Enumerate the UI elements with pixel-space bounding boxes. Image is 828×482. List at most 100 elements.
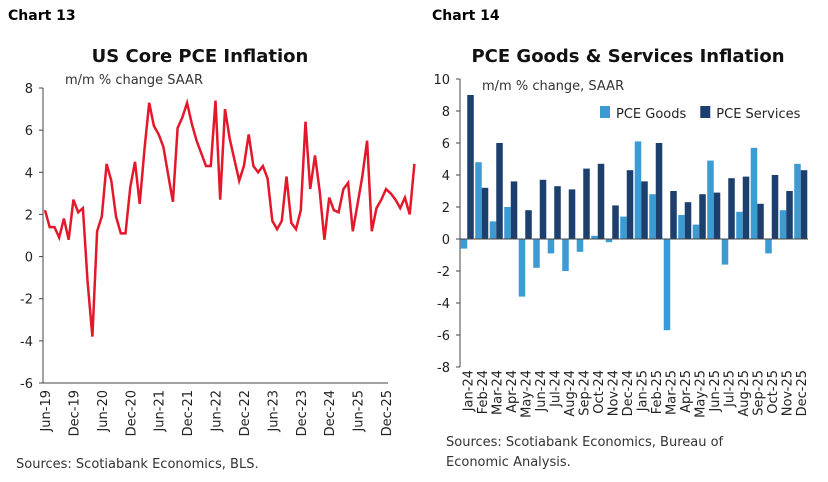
y-tick-label: 8	[25, 82, 33, 97]
bar	[786, 191, 793, 239]
x-tick-label: Dec-22	[238, 390, 253, 436]
bar	[562, 239, 569, 271]
bar	[481, 187, 489, 239]
chart-subtitle: m/m % change SAAR	[65, 73, 203, 88]
bar	[649, 194, 656, 239]
y-tick-label: 4	[442, 169, 450, 184]
bar	[663, 239, 671, 331]
x-tick-label: May-25	[693, 370, 708, 418]
bar	[692, 224, 700, 239]
legend-swatch	[700, 106, 711, 118]
bar	[713, 192, 721, 239]
bar	[699, 194, 706, 239]
y-tick-label: -2	[20, 293, 33, 308]
bar	[583, 168, 590, 239]
x-tick-label: Apr-25	[679, 370, 694, 413]
x-tick-label: Aug-25	[737, 370, 752, 417]
bar	[547, 239, 555, 254]
bar	[576, 239, 584, 252]
y-tick-label: -2	[437, 265, 450, 280]
x-tick-label: Aug-24	[563, 370, 578, 417]
y-tick-label: 4	[25, 166, 33, 181]
y-tick-label: 8	[442, 105, 450, 120]
source: Sources: Scotiabank Economics, Bureau of…	[446, 435, 724, 470]
bar	[504, 207, 511, 239]
x-tick-label: Jul-25	[722, 370, 737, 408]
x-tick-label: Dec-19	[67, 390, 82, 436]
source: Sources: Scotiabank Economics, BLS.	[16, 457, 259, 472]
legend-swatch	[600, 106, 610, 118]
x-tick-label: Jun-20	[96, 390, 111, 433]
chart-title: PCE Goods & Services Inflation	[471, 46, 784, 67]
bar	[765, 239, 772, 254]
x-tick-label: Oct-24	[592, 370, 607, 414]
x-tick-label: Nov-25	[780, 370, 795, 416]
x-tick-label: Sep-25	[751, 370, 766, 416]
y-tick-label: 0	[442, 233, 450, 248]
bar	[707, 160, 714, 239]
legend-label: PCE Goods	[616, 107, 686, 122]
x-tick-label: May-24	[519, 370, 534, 418]
x-tick-label: Jul-24	[548, 370, 563, 408]
chart-subtitle: m/m % change, SAAR	[482, 79, 624, 94]
y-tick-label: 6	[25, 124, 33, 139]
y-tick-label: 6	[442, 137, 450, 152]
y-tick-label: 10	[433, 73, 450, 88]
bar	[554, 186, 561, 239]
y-tick-label: 0	[25, 251, 33, 266]
bar	[605, 239, 613, 243]
x-tick-label: Dec-23	[295, 390, 310, 436]
bar	[568, 189, 576, 239]
bar	[496, 143, 503, 239]
x-tick-label: Jan-25	[635, 370, 650, 412]
chart-label: Chart 13	[8, 8, 76, 24]
bar	[757, 203, 764, 239]
bar	[771, 175, 779, 239]
x-tick-label: Apr-24	[505, 370, 520, 413]
x-tick-label: Feb-24	[476, 370, 491, 414]
y-tick-label: 2	[25, 208, 33, 223]
x-tick-label: Mar-24	[490, 370, 505, 415]
x-tick-label: Jan-24	[461, 370, 476, 412]
x-tick-label: Jun-24	[534, 370, 549, 413]
x-tick-label: Mar-25	[664, 370, 679, 415]
x-tick-label: Jun-21	[153, 390, 168, 433]
y-tick-label: -6	[437, 329, 450, 344]
x-tick-label: Jun-23	[266, 390, 281, 433]
bar	[678, 215, 685, 239]
bar	[620, 216, 627, 239]
bar	[539, 179, 547, 239]
bar	[750, 147, 758, 239]
bar	[794, 163, 801, 239]
bar	[467, 95, 474, 239]
bar	[728, 178, 735, 239]
x-tick-label: Dec-24	[621, 370, 636, 416]
y-tick-label: -6	[20, 377, 33, 392]
y-tick-label: 2	[442, 201, 450, 216]
x-tick-label: Jun-25	[708, 370, 723, 413]
bar	[641, 181, 648, 239]
x-tick-label: Feb-25	[650, 370, 665, 414]
x-tick-label: Jun-22	[210, 390, 225, 433]
x-tick-label: Jun-25	[352, 390, 367, 433]
bar	[742, 176, 750, 239]
line	[43, 98, 416, 337]
bar	[684, 202, 692, 239]
x-tick-label: Dec-24	[323, 390, 338, 436]
x-tick-label: Jun-19	[39, 390, 54, 433]
bar	[655, 143, 663, 239]
bar	[591, 235, 598, 239]
bar	[779, 210, 787, 239]
x-tick-label: Dec-21	[181, 390, 196, 436]
chart-label: Chart 14	[432, 8, 500, 24]
bar	[736, 211, 743, 239]
bar	[510, 181, 518, 239]
x-tick-label: Dec-25	[380, 390, 395, 436]
bar	[612, 205, 619, 239]
bar	[475, 162, 482, 239]
bar	[518, 239, 526, 297]
bar	[489, 221, 497, 239]
legend-label: PCE Services	[716, 107, 800, 122]
y-tick-label: -4	[437, 297, 450, 312]
x-tick-label: Dec-20	[124, 390, 139, 436]
